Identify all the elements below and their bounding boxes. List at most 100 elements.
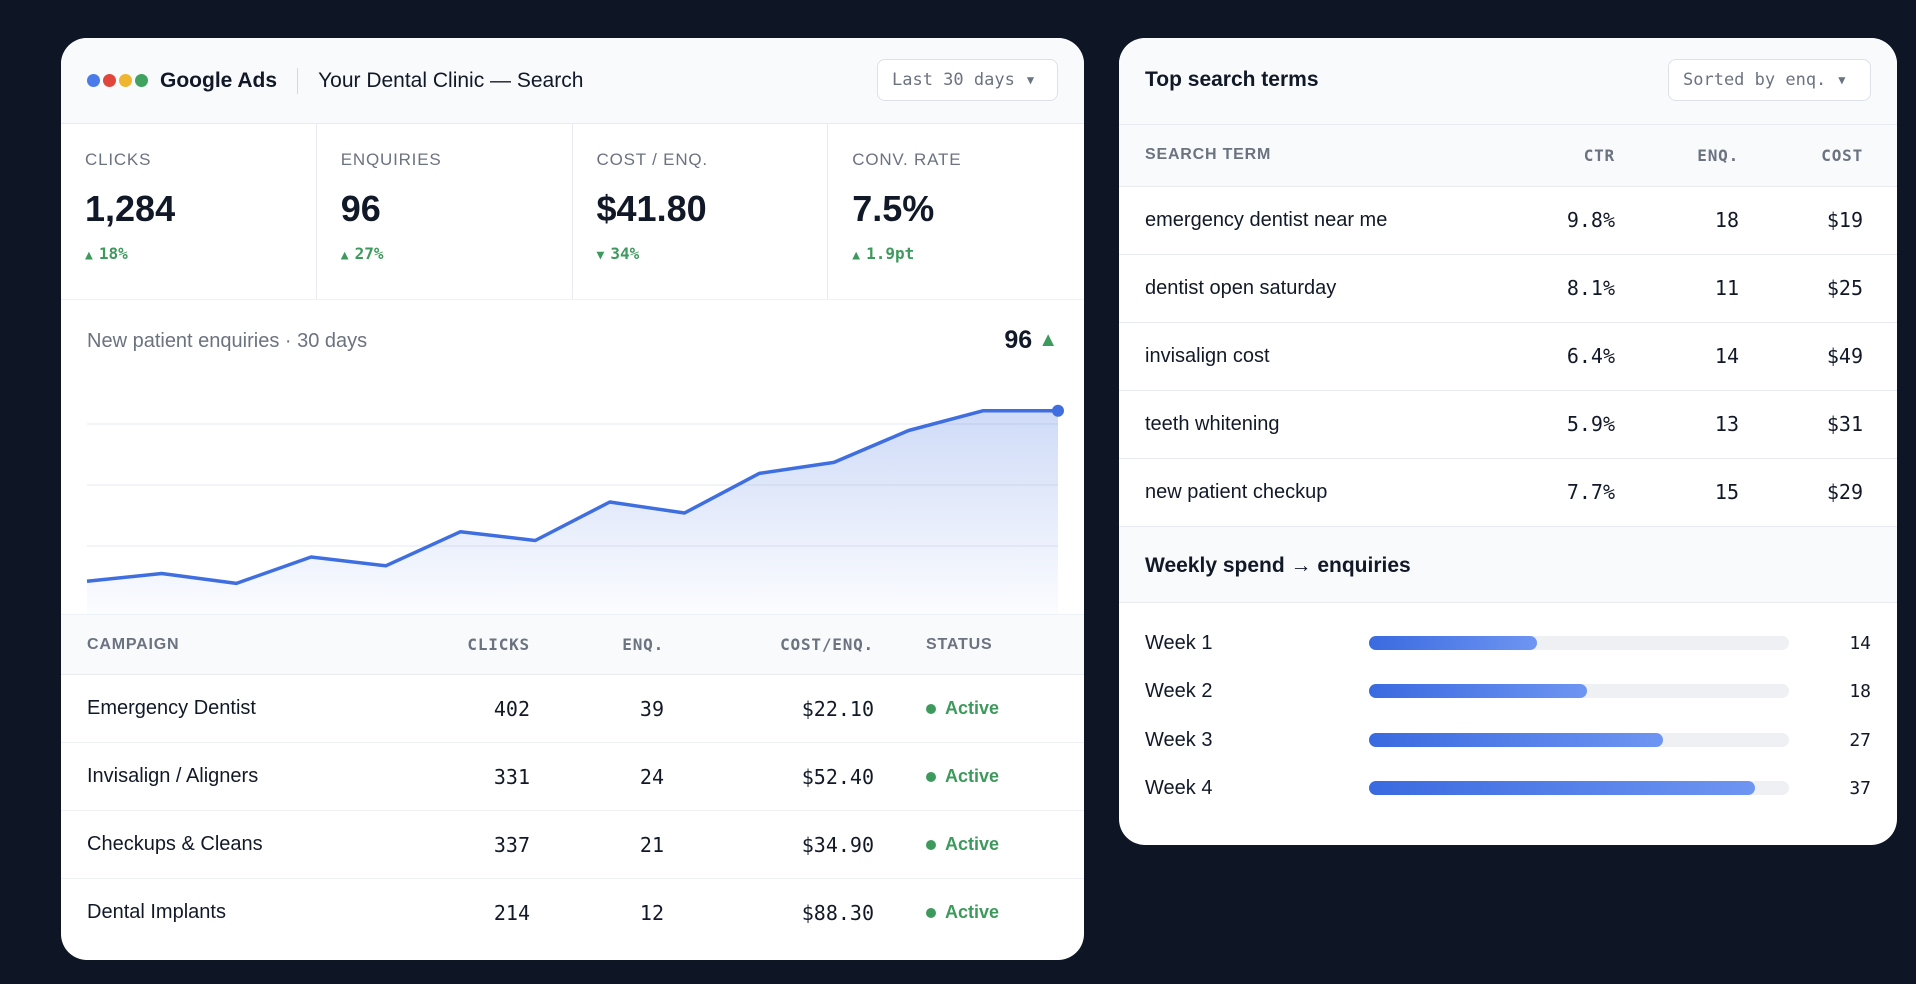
search-term[interactable]: teeth whitening <box>1145 390 1485 459</box>
week-value: 18 <box>1849 681 1871 702</box>
table-row[interactable]: Checkups & Cleans 337 21 $34.90 Active <box>61 810 1084 879</box>
card-title: Top search terms <box>1145 68 1319 91</box>
kpi-delta: ▲ 27% <box>341 244 548 263</box>
enq-cell: 13 <box>1615 390 1739 459</box>
progress-fill <box>1369 781 1756 795</box>
google-dots-logo <box>87 74 148 87</box>
column-header[interactable]: ENQ. <box>622 635 664 654</box>
cost-cell: $88.30 <box>801 900 874 925</box>
status-badge: Active <box>926 834 1084 855</box>
search-term[interactable]: new patient checkup <box>1145 458 1485 527</box>
chevron-down-icon: ▼ <box>1838 73 1846 87</box>
chart-series-line <box>86 408 1058 586</box>
campaign-name[interactable]: Invisalign / Aligners <box>87 742 427 811</box>
enq-cell: 14 <box>1615 322 1739 391</box>
column-header[interactable]: COST <box>1821 145 1863 165</box>
table-row[interactable]: emergency dentist near me 9.8% 18 $19 <box>1119 186 1897 255</box>
table-row[interactable]: dentist open saturday 8.1% 11 $25 <box>1119 254 1897 323</box>
clicks-cell: 402 <box>427 674 530 743</box>
arrow-up-icon: ▲ <box>85 248 93 263</box>
search-term[interactable]: invisalign cost <box>1145 322 1485 391</box>
arrow-down-icon: ▼ <box>596 248 605 263</box>
chart-area-fill <box>87 410 1058 614</box>
kpi-delta: ▲ 18% <box>85 244 292 263</box>
campaign-name[interactable]: Emergency Dentist <box>87 674 427 743</box>
campaign-name[interactable]: Checkups & Cleans <box>87 810 427 879</box>
kpi-value: 96 <box>340 188 381 229</box>
week-label: Week 2 <box>1145 680 1213 702</box>
table-row[interactable]: Emergency Dentist 402 39 $22.10 Active <box>61 674 1084 743</box>
column-header[interactable]: SEARCH TERM <box>1145 146 1272 164</box>
table-row[interactable]: Invisalign / Aligners 331 24 $52.40 Acti… <box>61 742 1084 811</box>
week-value: 14 <box>1849 632 1871 654</box>
kpi-label: CONV. RATE <box>852 150 962 169</box>
week-bar-row: Week 4 37 <box>1119 765 1897 814</box>
chart-point <box>1052 404 1064 417</box>
week-value: 37 <box>1849 778 1871 799</box>
progress-track <box>1369 781 1789 795</box>
cost-cell: $31 <box>1739 390 1863 459</box>
search-term[interactable]: dentist open saturday <box>1145 254 1485 323</box>
column-header[interactable]: CTR <box>1583 145 1615 165</box>
campaign-name[interactable]: Dental Implants <box>87 901 226 923</box>
column-header[interactable]: ENQ. <box>1697 145 1739 165</box>
date-range-value: Last 30 days <box>892 70 1015 90</box>
progress-fill <box>1369 732 1663 747</box>
ctr-cell: 7.7% <box>1485 458 1615 527</box>
search-terms-table: SEARCH TERM CTR ENQ. COST emergency dent… <box>1119 125 1897 527</box>
ctr-cell: 5.9% <box>1485 390 1615 459</box>
table-header-row: SEARCH TERM CTR ENQ. COST <box>1119 125 1897 186</box>
ctr-cell: 6.4% <box>1485 322 1615 391</box>
kpi-enquiries: ENQUIRIES 96 ▲ 27% <box>317 124 573 299</box>
week-label: Week 4 <box>1145 777 1213 799</box>
kpi-conversion-rate: CONV. RATE 7.5% ▲ 1.9pt <box>828 124 1084 299</box>
column-header[interactable]: CLICKS <box>467 635 530 654</box>
kpi-delta: ▲ 1.9pt <box>852 244 1060 263</box>
status-label: Active <box>945 834 1000 854</box>
progress-fill <box>1369 635 1537 650</box>
table-row[interactable]: Dental Implants 214 12 $88.30 Active <box>61 879 1084 947</box>
table-row[interactable]: new patient checkup 7.7% 15 $29 <box>1119 458 1897 527</box>
cost-cell: $19 <box>1739 186 1863 255</box>
status-dot-icon <box>926 907 936 918</box>
kpi-delta-value: 1.9pt <box>866 244 915 263</box>
enq-cell: 18 <box>1615 186 1739 255</box>
kpi-label: COST / ENQ. <box>596 150 708 169</box>
status-badge: Active <box>926 902 1084 923</box>
progress-track <box>1369 732 1789 747</box>
kpi-label: CLICKS <box>85 150 152 169</box>
week-bar-row: Week 1 14 <box>1119 620 1897 669</box>
sort-value: Sorted by enq. <box>1683 70 1827 90</box>
sort-select[interactable]: Sorted by enq. ▼ <box>1668 59 1871 101</box>
search-term[interactable]: emergency dentist near me <box>1145 186 1485 255</box>
table-row[interactable]: teeth whitening 5.9% 13 $31 <box>1119 390 1897 459</box>
enquiries-chart: New patient enquiries · 30 days 96 ▲ <box>61 300 1084 614</box>
kpi-delta-value: 34% <box>610 244 640 263</box>
progress-track <box>1369 684 1789 698</box>
chart-total: 96 ▲ <box>1004 326 1058 355</box>
kpi-clicks: CLICKS 1,284 ▲ 18% <box>61 124 317 299</box>
arrow-up-icon: ▲ <box>340 248 349 263</box>
week-bar-row: Week 2 18 <box>1119 668 1897 717</box>
kpi-value: $41.80 <box>596 188 707 229</box>
weekly-title: Weekly spend → enquiries <box>1145 553 1411 577</box>
account-title: Your Dental Clinic — Search <box>318 68 584 92</box>
clicks-cell: 331 <box>427 742 530 811</box>
table-row[interactable]: invisalign cost 6.4% 14 $49 <box>1119 322 1897 391</box>
status-label: Active <box>945 902 1000 922</box>
column-header[interactable]: CAMPAIGN <box>87 635 180 653</box>
status-badge: Active <box>926 766 1084 787</box>
week-value: 27 <box>1849 729 1871 751</box>
column-header[interactable]: COST/ENQ. <box>780 635 874 654</box>
kpi-delta-value: 18% <box>98 244 128 263</box>
status-dot-icon <box>926 839 936 850</box>
cost-cell: $25 <box>1739 254 1863 323</box>
table-header-row: CAMPAIGN CLICKS ENQ. COST/ENQ. STATUS <box>61 614 1084 675</box>
blue-dot-icon <box>87 74 100 87</box>
weekly-header: Weekly spend → enquiries <box>1119 526 1897 603</box>
kpi-value: 1,284 <box>85 188 176 229</box>
kpi-row: CLICKS 1,284 ▲ 18% ENQUIRIES 96 ▲ 27% COST… <box>61 124 1084 300</box>
cost-cell: $29 <box>1739 458 1863 527</box>
date-range-select[interactable]: Last 30 days ▼ <box>877 59 1058 101</box>
column-header[interactable]: STATUS <box>926 635 993 653</box>
